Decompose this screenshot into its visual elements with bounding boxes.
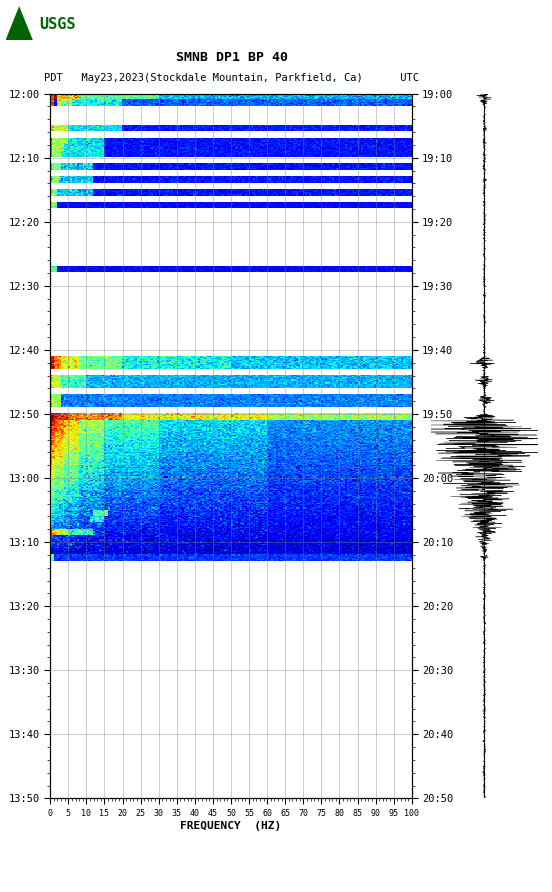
Polygon shape <box>6 6 33 40</box>
Text: USGS: USGS <box>40 18 76 32</box>
Text: SMNB DP1 BP 40: SMNB DP1 BP 40 <box>176 52 288 64</box>
Text: PDT   May23,2023(Stockdale Mountain, Parkfield, Ca)      UTC: PDT May23,2023(Stockdale Mountain, Parkf… <box>44 73 420 84</box>
X-axis label: FREQUENCY  (HZ): FREQUENCY (HZ) <box>181 821 282 830</box>
